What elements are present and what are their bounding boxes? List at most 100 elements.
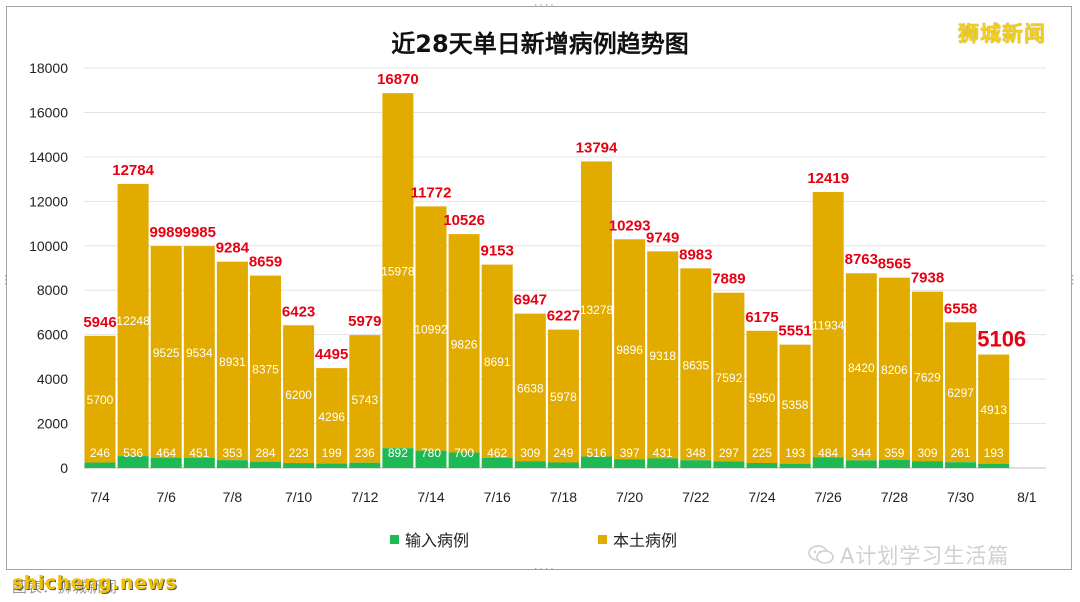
data-label-total: 5946: [83, 314, 116, 331]
data-label-total: 9153: [481, 243, 514, 260]
data-label-imported: 431: [653, 446, 673, 460]
bar-imported: [117, 456, 149, 468]
data-label-local: 5700: [87, 393, 114, 407]
data-label-imported: 284: [255, 446, 275, 460]
x-tick-label: 7/26: [815, 489, 842, 505]
x-tick-label: 7/12: [351, 489, 378, 505]
x-tick-label: 7/4: [90, 489, 110, 505]
y-tick-label: 8000: [37, 282, 68, 298]
bar-local: [746, 330, 778, 463]
data-label-total: 16870: [377, 71, 419, 88]
data-label-imported: 516: [586, 446, 606, 460]
data-label-total: 6175: [745, 309, 778, 326]
bar-local: [117, 183, 149, 457]
bar-imported: [945, 462, 977, 468]
bar-imported: [481, 457, 513, 468]
data-label-imported: 246: [90, 446, 110, 460]
brand-logo-text: 狮城新闻: [958, 22, 1046, 46]
bar-imported: [382, 448, 414, 468]
data-label-local: 15978: [381, 265, 415, 279]
data-label-imported: 193: [984, 446, 1004, 460]
bar-imported: [150, 457, 182, 468]
bar-local: [84, 335, 116, 463]
bar-imported: [812, 457, 844, 468]
x-tick-label: 7/6: [156, 489, 176, 505]
y-tick-label: 16000: [29, 104, 68, 120]
data-label-local: 5743: [351, 393, 378, 407]
data-label-imported: 225: [752, 446, 772, 460]
resize-handle-right[interactable]: · · ·: [1070, 272, 1076, 290]
data-label-imported: 223: [289, 446, 309, 460]
x-tick-label: 7/22: [682, 489, 709, 505]
data-label-local: 8635: [682, 358, 709, 372]
bar-local: [878, 277, 910, 461]
bar-imported: [713, 461, 745, 468]
bar-local: [448, 234, 480, 453]
data-label-imported: 348: [686, 446, 706, 460]
x-tick-label: 8/1: [1017, 489, 1037, 505]
x-tick-label: 7/20: [616, 489, 643, 505]
data-label-imported: 484: [818, 446, 838, 460]
data-label-total: 5551: [778, 323, 811, 340]
legend-label-imported: 输入病例: [405, 531, 470, 550]
data-label-imported: 261: [951, 446, 971, 460]
watermark-text: A计划学习生活篇: [840, 544, 1010, 568]
bar-local: [514, 313, 546, 462]
bar-imported: [514, 461, 546, 468]
data-label-local: 9826: [451, 337, 478, 351]
bar-local: [283, 325, 315, 464]
data-label-total: 9985: [183, 224, 216, 241]
resize-handle-top[interactable]: ····: [533, 1, 555, 11]
data-label-total: 12419: [807, 170, 849, 187]
bar-local: [912, 291, 943, 462]
data-label-imported: 462: [487, 446, 507, 460]
bar-local: [415, 206, 447, 451]
data-label-local: 5950: [749, 391, 776, 405]
bar-imported: [746, 463, 778, 468]
data-label-total: 8659: [249, 254, 282, 271]
legend-swatch-imported-icon: [390, 534, 399, 544]
data-label-local: 8206: [881, 363, 908, 377]
bar-local: [183, 246, 215, 458]
bar-local: [382, 93, 414, 449]
y-tick-label: 2000: [37, 416, 68, 432]
bar-imported: [978, 463, 1010, 468]
bar-local: [150, 246, 182, 458]
data-label-imported: 359: [884, 446, 904, 460]
data-label-total: 11772: [411, 184, 452, 201]
data-label-imported: 464: [156, 446, 176, 460]
chart-title: 近28天单日新增病例趋势图: [391, 30, 689, 58]
y-axis-ticks: 0 2000 4000 6000 8000 10000 12000 14000 16000 180…: [29, 60, 68, 476]
x-tick-label: 7/8: [223, 489, 243, 505]
data-label-total: 6558: [944, 300, 977, 317]
bar-local: [349, 335, 381, 463]
y-tick-label: 10000: [29, 238, 68, 254]
bar-local: [647, 251, 679, 459]
data-label-imported: 249: [553, 446, 573, 460]
data-label-imported: 353: [222, 446, 242, 460]
x-tick-label: 7/16: [484, 489, 511, 505]
resize-handle-bottom[interactable]: ····: [533, 565, 555, 575]
data-label-total: 10526: [443, 212, 485, 229]
bar-local: [481, 264, 513, 458]
bar-imported: [647, 458, 679, 468]
bar-local: [978, 354, 1010, 464]
data-label-imported: 193: [785, 446, 805, 460]
data-labels: 246 5700 5946 536 12248 12784 464 9525 9989 451 95…: [83, 71, 1026, 460]
legend-label-local: 本土病例: [613, 531, 678, 550]
data-label-imported: 297: [719, 446, 739, 460]
bar-imported: [415, 450, 447, 468]
y-tick-label: 14000: [29, 149, 68, 165]
data-label-imported: 451: [189, 446, 209, 460]
data-label-local: 10992: [414, 323, 448, 337]
data-label-local: 6297: [947, 386, 974, 400]
resize-handle-left[interactable]: · · ·: [3, 272, 9, 290]
data-label-local: 7592: [716, 371, 743, 385]
data-label-local: 12248: [116, 314, 150, 328]
bar-imported: [581, 456, 612, 468]
bar-local: [713, 292, 745, 462]
bar-imported: [878, 460, 910, 468]
bar-imported: [183, 457, 215, 468]
bar-local: [779, 344, 811, 464]
data-label-imported: 309: [917, 446, 937, 460]
